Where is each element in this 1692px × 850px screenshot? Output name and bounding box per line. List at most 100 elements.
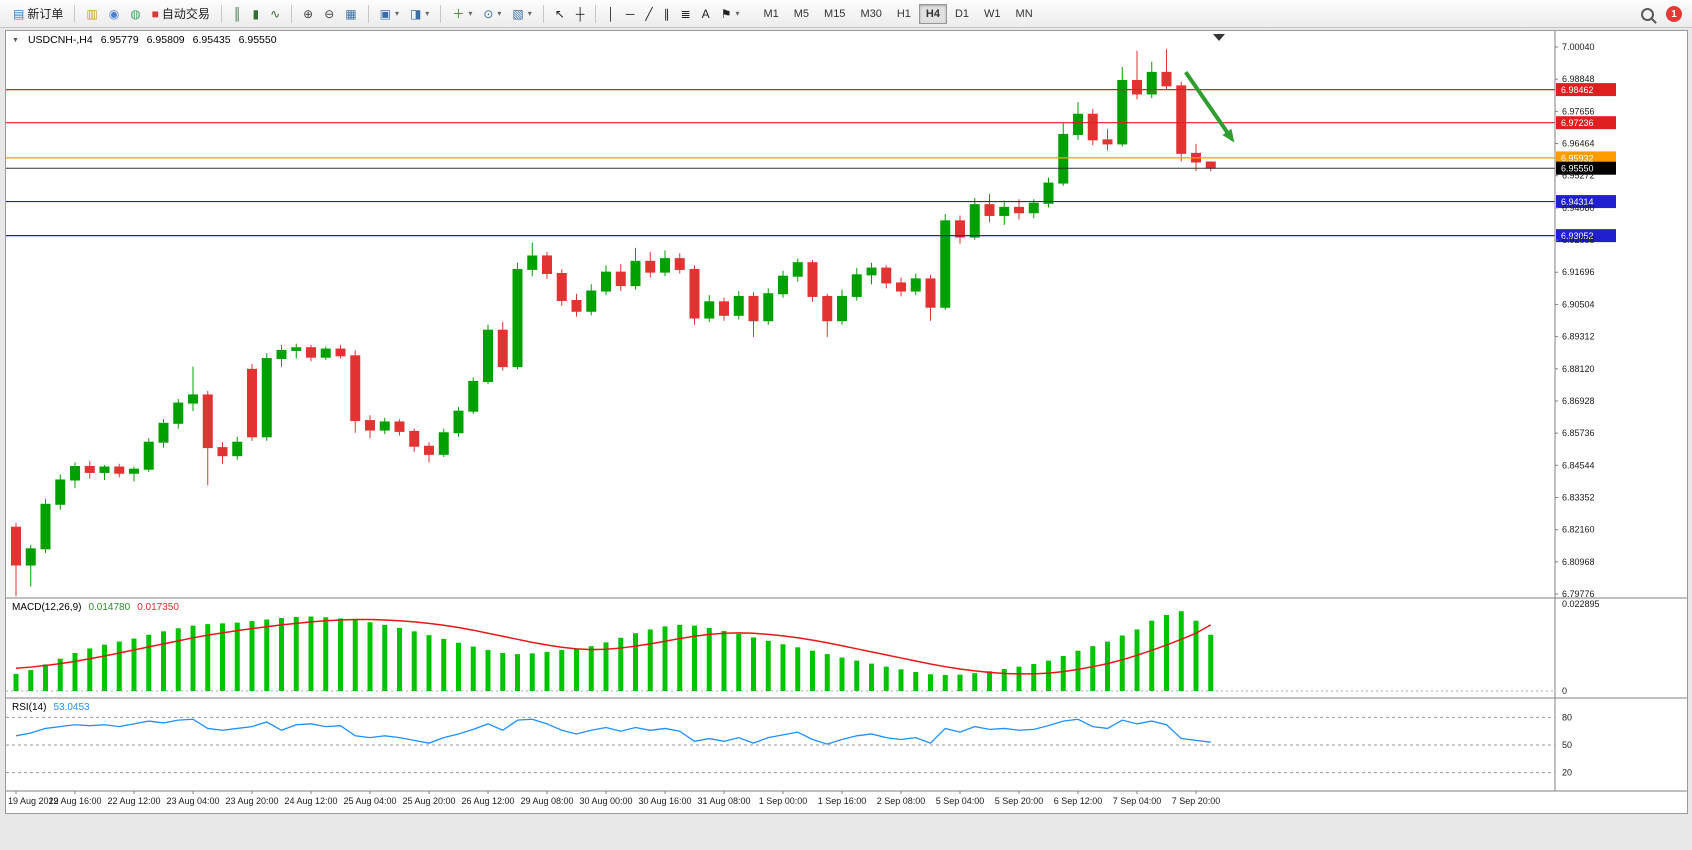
- candle-body: [837, 295, 847, 322]
- chart-shift-marker[interactable]: [1213, 34, 1225, 41]
- chart-shift-button[interactable]: ◨ ▾: [405, 3, 434, 25]
- macd-histogram-bar: [1164, 615, 1169, 691]
- timeframe-toolbar: M1 M5 M15 M30 H1 H4 D1 W1 MN: [756, 3, 1040, 24]
- macd-histogram-bar: [529, 653, 535, 691]
- timeframe-m1[interactable]: M1: [756, 4, 785, 24]
- price-axis-label: 6.79776: [1562, 589, 1595, 599]
- timeframe-m30[interactable]: M30: [853, 4, 888, 24]
- macd-histogram-bar: [426, 635, 432, 691]
- toolbar-group: ║ ▮ ∿: [226, 3, 287, 25]
- search-icon[interactable]: [1641, 7, 1654, 21]
- price-axis-label: 6.96464: [1562, 139, 1595, 149]
- trendline-button[interactable]: ╱: [640, 3, 657, 25]
- rsi-level-label: 50: [1562, 740, 1572, 750]
- price-axis-label: 7.00040: [1562, 42, 1595, 52]
- macd-histogram-bar: [1001, 668, 1007, 691]
- horizontal-line-button[interactable]: ─: [621, 3, 640, 25]
- candle-body: [394, 421, 405, 432]
- price-tag-box: [1556, 195, 1616, 209]
- level-tag-6.97236: 6.97236: [1556, 116, 1616, 130]
- terminal-button[interactable]: ◍: [125, 3, 145, 25]
- notification-badge[interactable]: 1: [1666, 6, 1682, 22]
- macd-histogram-bar: [559, 649, 565, 691]
- templates-button[interactable]: ▧ ▾: [507, 3, 536, 25]
- indicators-icon: ＋: [452, 6, 465, 21]
- price-axis[interactable]: 7.00040 6.98848 6.97656 6.96464 6.95272 6.940…: [1555, 42, 1595, 599]
- market-watch-icon: ▥: [86, 6, 98, 21]
- candle-body: [188, 394, 198, 404]
- macd-histogram-bar: [662, 626, 668, 691]
- timeframe-m5[interactable]: M5: [787, 4, 816, 24]
- candle-body: [969, 204, 980, 238]
- chevron-down-icon[interactable]: ▾: [394, 9, 399, 18]
- macd-histogram-bar: [175, 628, 181, 691]
- zoom-out-button[interactable]: ⊖: [319, 3, 339, 25]
- candle-body: [158, 422, 169, 443]
- vertical-line-icon: │: [607, 6, 615, 21]
- macd-histogram-bar: [249, 621, 255, 691]
- equidistant-channel-button[interactable]: ∥: [659, 3, 675, 25]
- timeframe-h4[interactable]: H4: [918, 3, 947, 24]
- tile-windows-icon: ▦: [345, 6, 357, 21]
- candle-body: [556, 272, 567, 301]
- line-chart-button[interactable]: ∿: [265, 3, 285, 25]
- candle-body: [129, 468, 139, 474]
- fibonacci-button[interactable]: ≣: [676, 3, 696, 25]
- timeframe-mn[interactable]: MN: [1009, 4, 1040, 24]
- cursor-button[interactable]: ↖: [550, 3, 570, 25]
- price-tag-box: [1556, 151, 1616, 165]
- candle-body: [645, 260, 656, 273]
- arrows-button[interactable]: ⚑ ▾: [716, 3, 745, 25]
- macd-histogram-bar: [293, 616, 299, 691]
- toolbar: ▤ 新订单 ▥ ◉ ◍ ■ 自动交易 ║ ▮ ∿ ⊕ ⊖ ▦ ▣ ▾ ◨ ▾ ＋ ▾ ⊙ ▾ ▧ ▾ ↖ ┼ │ ─ ╱ ∥ ≣ A ⚑ ▾ M…: [0, 0, 1692, 28]
- candlestick-chart-button[interactable]: ▮: [247, 3, 264, 25]
- chevron-down-icon[interactable]: ▾: [497, 9, 502, 18]
- market-watch-button[interactable]: ▥: [81, 3, 102, 25]
- new-order-button[interactable]: ▤ 新订单: [8, 3, 68, 25]
- timeframe-d1[interactable]: D1: [948, 4, 976, 24]
- candle-body: [114, 466, 125, 474]
- navigator-button[interactable]: ◉: [104, 3, 124, 25]
- timeframe-m15[interactable]: M15: [817, 4, 852, 24]
- toolbar-separator: [74, 4, 76, 23]
- candle-body: [719, 301, 729, 316]
- text-button[interactable]: A: [697, 3, 715, 25]
- candle-body: [763, 293, 774, 322]
- trend-arrow-annotation[interactable]: [1184, 70, 1235, 143]
- zoom-in-button[interactable]: ⊕: [298, 3, 318, 25]
- macd-histogram-bar: [470, 646, 476, 691]
- crosshair-button[interactable]: ┼: [571, 3, 590, 25]
- arrows-icon: ⚑: [720, 6, 732, 21]
- candle-body: [1102, 139, 1113, 145]
- one-click-trading-arrow[interactable]: ▼: [12, 36, 19, 44]
- auto-arrange-button[interactable]: ▣ ▾: [375, 3, 404, 25]
- candle-body: [438, 432, 449, 455]
- toolbar-separator: [542, 4, 544, 23]
- candle-body: [40, 503, 51, 550]
- timeframe-w1[interactable]: W1: [977, 4, 1008, 24]
- price-axis-label: 6.80968: [1562, 557, 1595, 567]
- price-axis-label: 6.92888: [1562, 235, 1595, 245]
- zoom-out-icon: ⊖: [324, 6, 335, 21]
- bar-chart-button[interactable]: ║: [228, 3, 247, 25]
- chevron-down-icon[interactable]: ▾: [735, 9, 740, 18]
- chevron-down-icon[interactable]: ▾: [468, 9, 473, 18]
- timeframe-h1[interactable]: H1: [890, 4, 918, 24]
- chevron-down-icon[interactable]: ▾: [425, 9, 430, 18]
- time-axis-label: 24 Aug 12:00: [284, 796, 337, 806]
- macd-histogram-bar: [352, 619, 358, 691]
- tile-windows-button[interactable]: ▦: [340, 3, 361, 25]
- level-tag-6.98462: 6.98462: [1556, 83, 1616, 97]
- macd-histogram-bar: [544, 651, 550, 691]
- toolbar-group: │ ─ ╱ ∥ ≣ A ⚑ ▾: [600, 3, 746, 25]
- indicators-button[interactable]: ＋ ▾: [447, 3, 477, 25]
- periods-button[interactable]: ⊙ ▾: [478, 3, 506, 25]
- chevron-down-icon[interactable]: ▾: [527, 9, 532, 18]
- candlestick-chart-icon: ▮: [252, 6, 260, 21]
- vertical-line-button[interactable]: │: [602, 3, 620, 25]
- price-tag-label: 6.95550: [1561, 164, 1594, 174]
- price-axis-label: 6.98848: [1562, 74, 1595, 84]
- candle-body: [601, 271, 611, 292]
- autotrading-button[interactable]: ■ 自动交易: [147, 3, 215, 25]
